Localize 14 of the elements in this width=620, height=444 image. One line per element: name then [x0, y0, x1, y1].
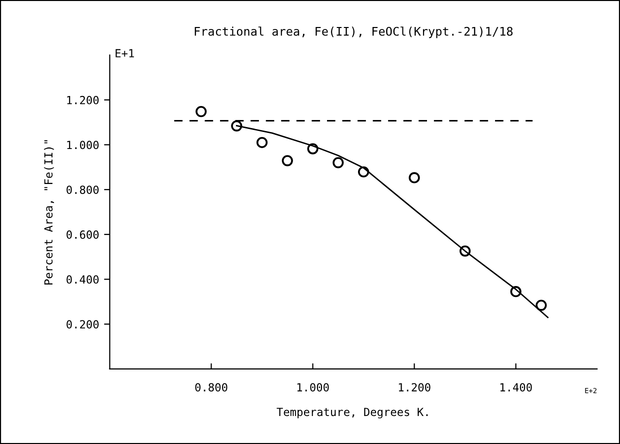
x-tick-label: 1.400	[500, 383, 532, 392]
y-tick-label: 0.200	[66, 320, 99, 329]
y-tick-label: 1.000	[67, 140, 99, 150]
annotation: E+1	[116, 49, 134, 58]
x-tick-label: 1.000	[297, 383, 329, 392]
x-tick-label: 0.800	[195, 383, 228, 392]
y-tick-label: 0.400	[66, 275, 99, 284]
x-axis-title: Temperature, Degrees K.	[276, 408, 428, 418]
y-tick-label: 1.200	[67, 96, 99, 104]
y-tick-label: 0.800	[66, 186, 99, 194]
x-tick-label: 1.200	[398, 383, 430, 392]
chart-title: Fractional area, Fe(II), FeOCl(Krypt.-21)1/18	[194, 26, 513, 38]
y-tick-label: 0.600	[66, 230, 99, 239]
y-axis-title: Percent Area, "Fe(II)"	[44, 140, 54, 285]
